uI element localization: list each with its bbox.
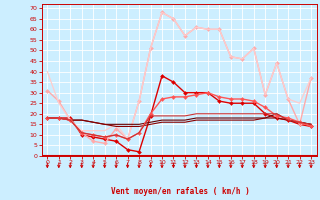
Text: Vent moyen/en rafales ( km/h ): Vent moyen/en rafales ( km/h ) (111, 187, 250, 196)
